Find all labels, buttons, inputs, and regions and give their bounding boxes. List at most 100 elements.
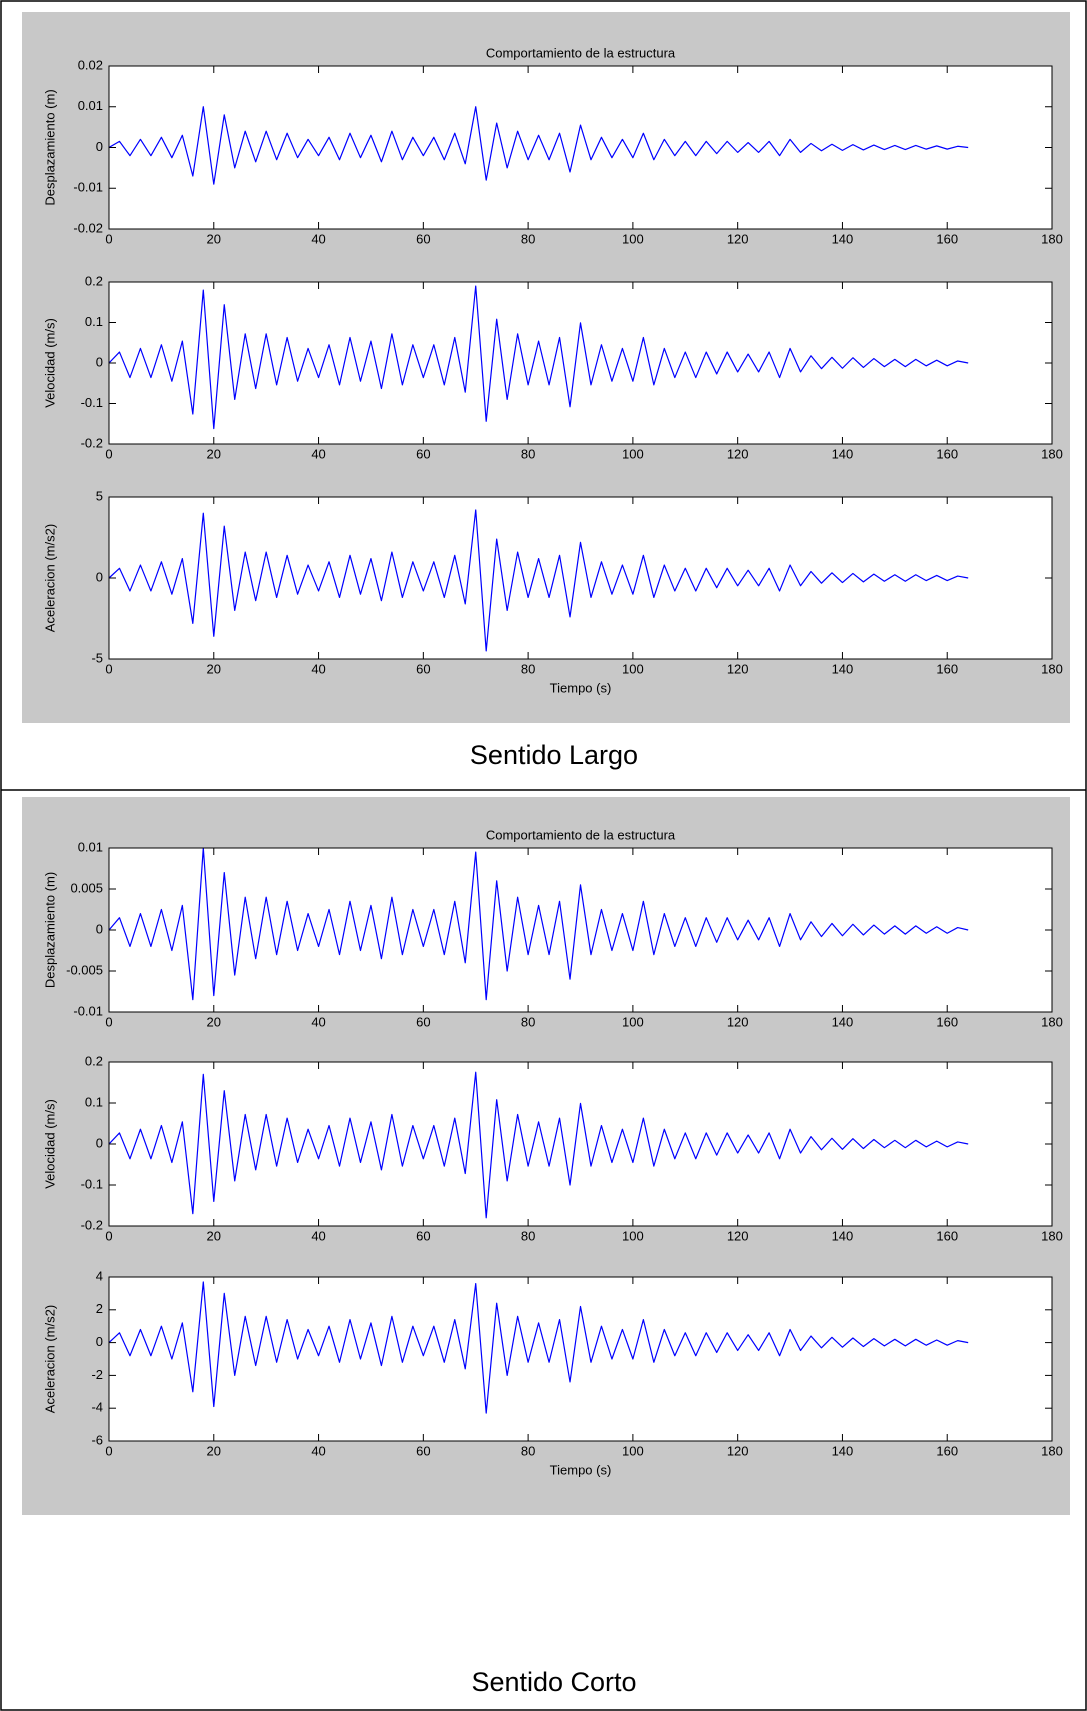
y-tick-label: -0.01 bbox=[73, 180, 103, 195]
x-tick-label: 80 bbox=[521, 1014, 535, 1029]
caption: Sentido Corto bbox=[471, 1667, 636, 1697]
signal-line bbox=[109, 1071, 969, 1219]
x-tick-label: 80 bbox=[521, 1228, 535, 1243]
x-tick-label: 40 bbox=[311, 1228, 325, 1243]
x-tick-label: 0 bbox=[105, 231, 112, 246]
x-tick-label: 160 bbox=[936, 231, 958, 246]
plot-area bbox=[109, 497, 1052, 659]
y-tick-label: -0.2 bbox=[81, 435, 103, 450]
x-tick-label: 40 bbox=[311, 231, 325, 246]
x-tick-label: 20 bbox=[207, 231, 221, 246]
x-tick-label: 20 bbox=[207, 1014, 221, 1029]
y-tick-label: -2 bbox=[91, 1367, 103, 1382]
x-tick-label: 180 bbox=[1041, 661, 1063, 676]
y-tick-label: 0 bbox=[96, 354, 103, 369]
x-tick-label: 20 bbox=[207, 1443, 221, 1458]
y-tick-label: 2 bbox=[96, 1301, 103, 1316]
x-tick-label: 100 bbox=[622, 661, 644, 676]
y-tick-label: -0.1 bbox=[81, 1176, 103, 1191]
y-tick-label: -6 bbox=[91, 1432, 103, 1447]
x-tick-label: 160 bbox=[936, 661, 958, 676]
signal-line bbox=[109, 509, 969, 652]
x-tick-label: 60 bbox=[416, 1443, 430, 1458]
chart-title: Comportamiento de la estructura bbox=[486, 827, 676, 842]
signal-line bbox=[109, 285, 969, 430]
x-tick-label: 180 bbox=[1041, 231, 1063, 246]
x-tick-label: 180 bbox=[1041, 1443, 1063, 1458]
y-tick-label: 0 bbox=[96, 139, 103, 154]
x-tick-label: 140 bbox=[832, 661, 854, 676]
x-tick-label: 80 bbox=[521, 231, 535, 246]
x-tick-label: 140 bbox=[832, 1228, 854, 1243]
y-tick-label: -0.02 bbox=[73, 220, 103, 235]
y-tick-label: 0.005 bbox=[70, 880, 103, 895]
x-tick-label: 140 bbox=[832, 1443, 854, 1458]
y-tick-label: 0.01 bbox=[78, 839, 103, 854]
y-tick-label: 0.1 bbox=[85, 1094, 103, 1109]
x-tick-label: 20 bbox=[207, 661, 221, 676]
y-tick-label: -0.01 bbox=[73, 1003, 103, 1018]
x-tick-label: 40 bbox=[311, 661, 325, 676]
x-tick-label: 160 bbox=[936, 446, 958, 461]
plot-area bbox=[109, 1062, 1052, 1226]
y-axis-label: Desplazamiento (m) bbox=[42, 89, 57, 205]
caption: Sentido Largo bbox=[470, 740, 638, 770]
y-tick-label: 0.2 bbox=[85, 1053, 103, 1068]
x-tick-label: 80 bbox=[521, 661, 535, 676]
x-tick-label: 80 bbox=[521, 1443, 535, 1458]
y-axis-label: Aceleracion (m/s2) bbox=[42, 1305, 57, 1413]
plot-area bbox=[109, 282, 1052, 444]
x-tick-label: 20 bbox=[207, 446, 221, 461]
y-tick-label: 0.01 bbox=[78, 98, 103, 113]
x-tick-label: 180 bbox=[1041, 1228, 1063, 1243]
signal-line bbox=[109, 106, 969, 185]
x-tick-label: 80 bbox=[521, 446, 535, 461]
x-tick-label: 140 bbox=[832, 1014, 854, 1029]
x-tick-label: 120 bbox=[727, 661, 749, 676]
y-tick-label: 0 bbox=[96, 1334, 103, 1349]
y-axis-label: Velocidad (m/s) bbox=[42, 1099, 57, 1189]
y-axis-label: Velocidad (m/s) bbox=[42, 318, 57, 408]
x-axis-label: Tiempo (s) bbox=[550, 680, 612, 695]
x-tick-label: 0 bbox=[105, 661, 112, 676]
x-tick-label: 120 bbox=[727, 446, 749, 461]
y-tick-label: 4 bbox=[96, 1268, 103, 1283]
x-tick-label: 160 bbox=[936, 1228, 958, 1243]
x-axis-label: Tiempo (s) bbox=[550, 1462, 612, 1477]
x-tick-label: 0 bbox=[105, 1443, 112, 1458]
signal-line bbox=[109, 848, 969, 1001]
x-tick-label: 60 bbox=[416, 1228, 430, 1243]
y-tick-label: 0.02 bbox=[78, 57, 103, 72]
y-tick-label: -0.1 bbox=[81, 395, 103, 410]
x-tick-label: 120 bbox=[727, 1443, 749, 1458]
y-tick-label: 0.2 bbox=[85, 273, 103, 288]
axes-box bbox=[108, 1276, 1053, 1442]
x-tick-label: 40 bbox=[311, 446, 325, 461]
x-tick-label: 20 bbox=[207, 1228, 221, 1243]
x-tick-label: 120 bbox=[727, 231, 749, 246]
chart-title: Comportamiento de la estructura bbox=[486, 45, 676, 60]
y-tick-label: 0 bbox=[96, 1135, 103, 1150]
x-tick-label: 100 bbox=[622, 231, 644, 246]
y-axis-label: Aceleracion (m/s2) bbox=[42, 524, 57, 632]
x-tick-label: 100 bbox=[622, 1228, 644, 1243]
x-tick-label: 60 bbox=[416, 1014, 430, 1029]
y-tick-label: 0.1 bbox=[85, 314, 103, 329]
y-tick-label: -5 bbox=[91, 650, 103, 665]
plot-area bbox=[109, 848, 1052, 1012]
x-tick-label: 160 bbox=[936, 1443, 958, 1458]
x-tick-label: 180 bbox=[1041, 446, 1063, 461]
y-tick-label: -4 bbox=[91, 1400, 103, 1415]
y-tick-label: -0.005 bbox=[66, 962, 103, 977]
x-tick-label: 40 bbox=[311, 1014, 325, 1029]
y-tick-label: 0 bbox=[96, 921, 103, 936]
x-tick-label: 60 bbox=[416, 446, 430, 461]
y-tick-label: 0 bbox=[96, 569, 103, 584]
x-tick-label: 100 bbox=[622, 1014, 644, 1029]
x-tick-label: 60 bbox=[416, 661, 430, 676]
x-tick-label: 60 bbox=[416, 231, 430, 246]
x-tick-label: 0 bbox=[105, 446, 112, 461]
x-tick-label: 0 bbox=[105, 1228, 112, 1243]
plot-area bbox=[109, 1277, 1052, 1441]
